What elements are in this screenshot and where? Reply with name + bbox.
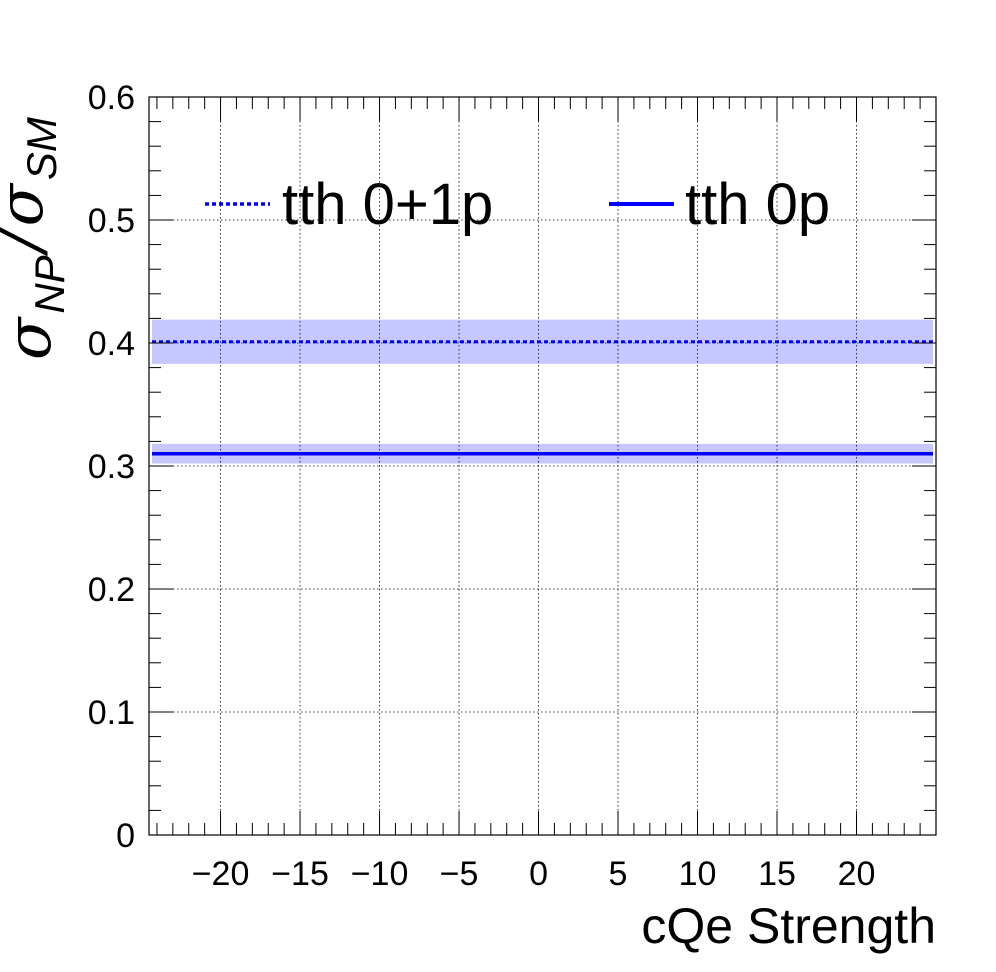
x-axis-title: cQe Strength xyxy=(641,898,936,954)
axis-ticks xyxy=(149,96,936,836)
y-tick-label: 0.5 xyxy=(88,202,135,240)
x-tick-label: −5 xyxy=(440,855,479,893)
y-tick-label: 0 xyxy=(116,817,135,855)
x-tick-label: −15 xyxy=(271,855,329,893)
legend-label-tth-0p: tth 0p xyxy=(685,172,830,237)
y-tick-label: 0.3 xyxy=(88,448,135,486)
error-bands xyxy=(152,319,933,464)
y-tick-label: 0.1 xyxy=(88,694,135,732)
error-band xyxy=(152,319,933,364)
y-axis-title-sub-sm: SM xyxy=(18,117,65,180)
x-tick-label: 5 xyxy=(609,855,628,893)
y-axis-title-sigma-2: σ xyxy=(0,182,57,226)
y-tick-label: 0.6 xyxy=(88,79,135,117)
x-tick-label: −20 xyxy=(192,855,250,893)
x-tick-label: 20 xyxy=(838,855,876,893)
x-tick-label: 15 xyxy=(758,855,796,893)
svg-text:σ NP / σ: σ NP / σ SM xyxy=(0,117,73,360)
y-axis-title-slash: / xyxy=(0,225,57,256)
y-axis-title-sigma-1: σ xyxy=(0,316,65,360)
y-tick-label: 0.4 xyxy=(88,325,135,363)
y-axis-title: σ NP / σ SM xyxy=(0,117,73,360)
y-axis-title-sub-np: NP xyxy=(26,255,73,313)
x-tick-label: −10 xyxy=(351,855,409,893)
legend: tth 0+1p tth 0p xyxy=(205,172,830,237)
legend-label-tth-0-1p: tth 0+1p xyxy=(282,172,493,237)
tick-labels: −20 −15 −10 −5 0 5 10 15 20 0 0.1 0.2 0.3 0.4 0.5 0.6 xyxy=(88,79,876,893)
y-tick-label: 0.2 xyxy=(88,571,135,609)
series-lines xyxy=(152,340,933,456)
x-tick-label: 0 xyxy=(529,855,548,893)
x-tick-label: 10 xyxy=(679,855,717,893)
